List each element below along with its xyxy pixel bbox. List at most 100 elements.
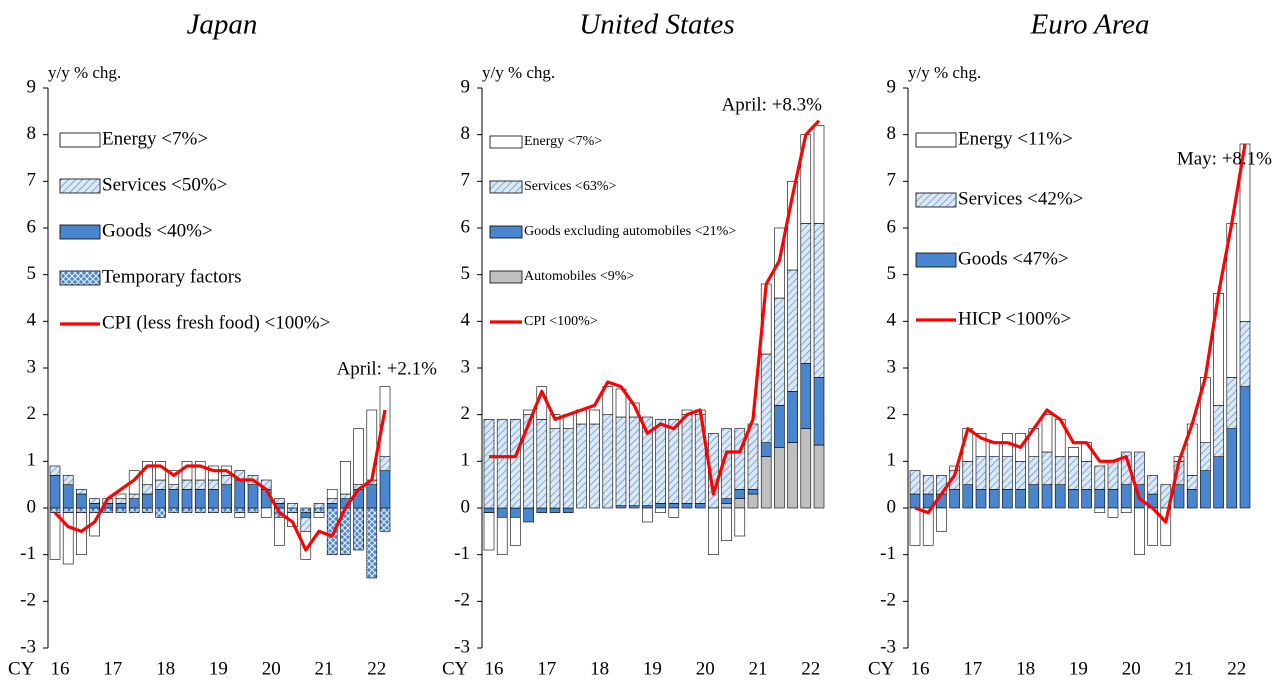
legend-swatch <box>59 178 101 194</box>
bar-segment <box>326 498 338 504</box>
bar-segment <box>800 363 812 429</box>
y-tick-label: 5 <box>887 263 897 284</box>
bar-segment <box>168 489 180 509</box>
x-tick-label: 16 <box>911 658 930 679</box>
x-tick-label: 18 <box>1016 658 1035 679</box>
bar-segment <box>483 419 495 509</box>
bar-segment <box>194 489 206 509</box>
bar-segment <box>1068 456 1079 490</box>
cpi-line <box>914 143 1247 524</box>
bar-segment <box>62 484 74 509</box>
bar-segment <box>1107 461 1119 490</box>
x-tick-label: 21 <box>1175 658 1194 679</box>
bar-segment <box>909 470 921 495</box>
bar-segment <box>734 507 746 537</box>
bar-segment <box>1015 461 1026 490</box>
y-tick-label: -2 <box>454 590 470 611</box>
bar-segment <box>1002 489 1013 509</box>
bar-segment <box>181 479 193 490</box>
bar-segment <box>89 507 100 513</box>
bar-segment <box>1213 405 1224 457</box>
legend-label: CPI <100%> <box>524 314 598 329</box>
bar-segment <box>1028 456 1040 485</box>
bar-segment <box>949 489 960 509</box>
bar-segment <box>1186 475 1198 490</box>
bar-segment <box>62 475 74 485</box>
y-tick-label: 9 <box>27 76 37 97</box>
bar-segment <box>589 409 600 425</box>
x-tick-label: 18 <box>590 658 609 679</box>
y-tick-label: 4 <box>461 310 471 331</box>
bar-segment <box>89 498 100 504</box>
bar-segment <box>787 442 798 509</box>
bar-segment <box>128 493 140 499</box>
bar-segment <box>1002 456 1013 490</box>
x-tick-label: 21 <box>315 658 334 679</box>
bar-segment <box>1015 489 1026 509</box>
bar-segment <box>655 419 666 504</box>
y-tick-label: -3 <box>20 636 36 657</box>
y-tick-label: 3 <box>887 356 897 377</box>
bar-segment <box>300 507 312 513</box>
bar-segment <box>1186 489 1198 509</box>
legend-label: Energy <11%> <box>958 128 1073 149</box>
bar-segment <box>734 498 746 509</box>
cpi-line <box>53 409 387 552</box>
bar-segment <box>760 442 772 457</box>
bar-segment <box>975 456 987 490</box>
bar-segment <box>1120 484 1132 509</box>
bar-segment <box>208 489 219 509</box>
bar-segment <box>1226 377 1238 429</box>
bar-segment <box>379 470 391 509</box>
x-tick-label: 20 <box>696 658 715 679</box>
bar-segment <box>76 512 87 555</box>
panel-title: United States <box>579 9 734 41</box>
bar-segment <box>642 416 653 506</box>
bar-segment <box>208 479 219 490</box>
bar-segment <box>247 507 259 513</box>
bar-segment <box>655 503 666 509</box>
legend-swatch <box>59 224 101 240</box>
legend-label: Services <50%> <box>102 174 227 195</box>
bar-segment <box>142 484 153 495</box>
x-tick-label: 22 <box>367 658 386 679</box>
bar-segment <box>208 507 219 513</box>
panel: Japan y/y % chg. -3 -2 -1 0 1 2 3 4 5 6 7 8 9 CY 16 17 18 1… <box>8 9 437 680</box>
bar-segment <box>721 507 732 541</box>
annotation: May: +8.1% <box>1177 148 1272 169</box>
bar-segment <box>668 419 680 504</box>
bar-segment <box>483 512 495 551</box>
bar-segment <box>589 423 600 509</box>
bar-segment <box>496 419 508 509</box>
y-axis-label: y/y % chg. <box>908 63 981 82</box>
bar-segment <box>1200 470 1211 509</box>
bar-segment <box>142 493 153 509</box>
bar-segment <box>962 484 974 509</box>
bar-segment <box>102 507 114 513</box>
bar-segment <box>62 512 74 565</box>
bar-segment <box>988 442 1000 457</box>
y-tick-label: 9 <box>461 76 471 97</box>
bar-segment <box>760 353 772 443</box>
bar-segment <box>721 503 732 509</box>
x-tick-label: 20 <box>262 658 281 679</box>
bar-segment <box>181 489 193 509</box>
bar-segment <box>326 503 338 509</box>
bar-segment <box>909 507 921 546</box>
bar-segment <box>1068 447 1079 457</box>
bar-segment <box>615 505 627 509</box>
bar-segment <box>1041 484 1053 509</box>
bar-segment <box>76 493 87 509</box>
legend-swatch <box>489 225 523 239</box>
y-tick-label: 0 <box>27 496 37 517</box>
bar-segment <box>708 507 719 555</box>
bar-segment <box>1239 386 1251 509</box>
bar-segment <box>128 507 140 513</box>
bar-segment <box>1081 461 1092 490</box>
bar-segment <box>168 470 180 485</box>
bar-segment <box>260 507 272 518</box>
bar-segment <box>721 498 732 504</box>
bar-segment <box>194 461 206 481</box>
x-axis-label: CY <box>868 658 895 679</box>
bar-segment <box>1173 484 1185 509</box>
